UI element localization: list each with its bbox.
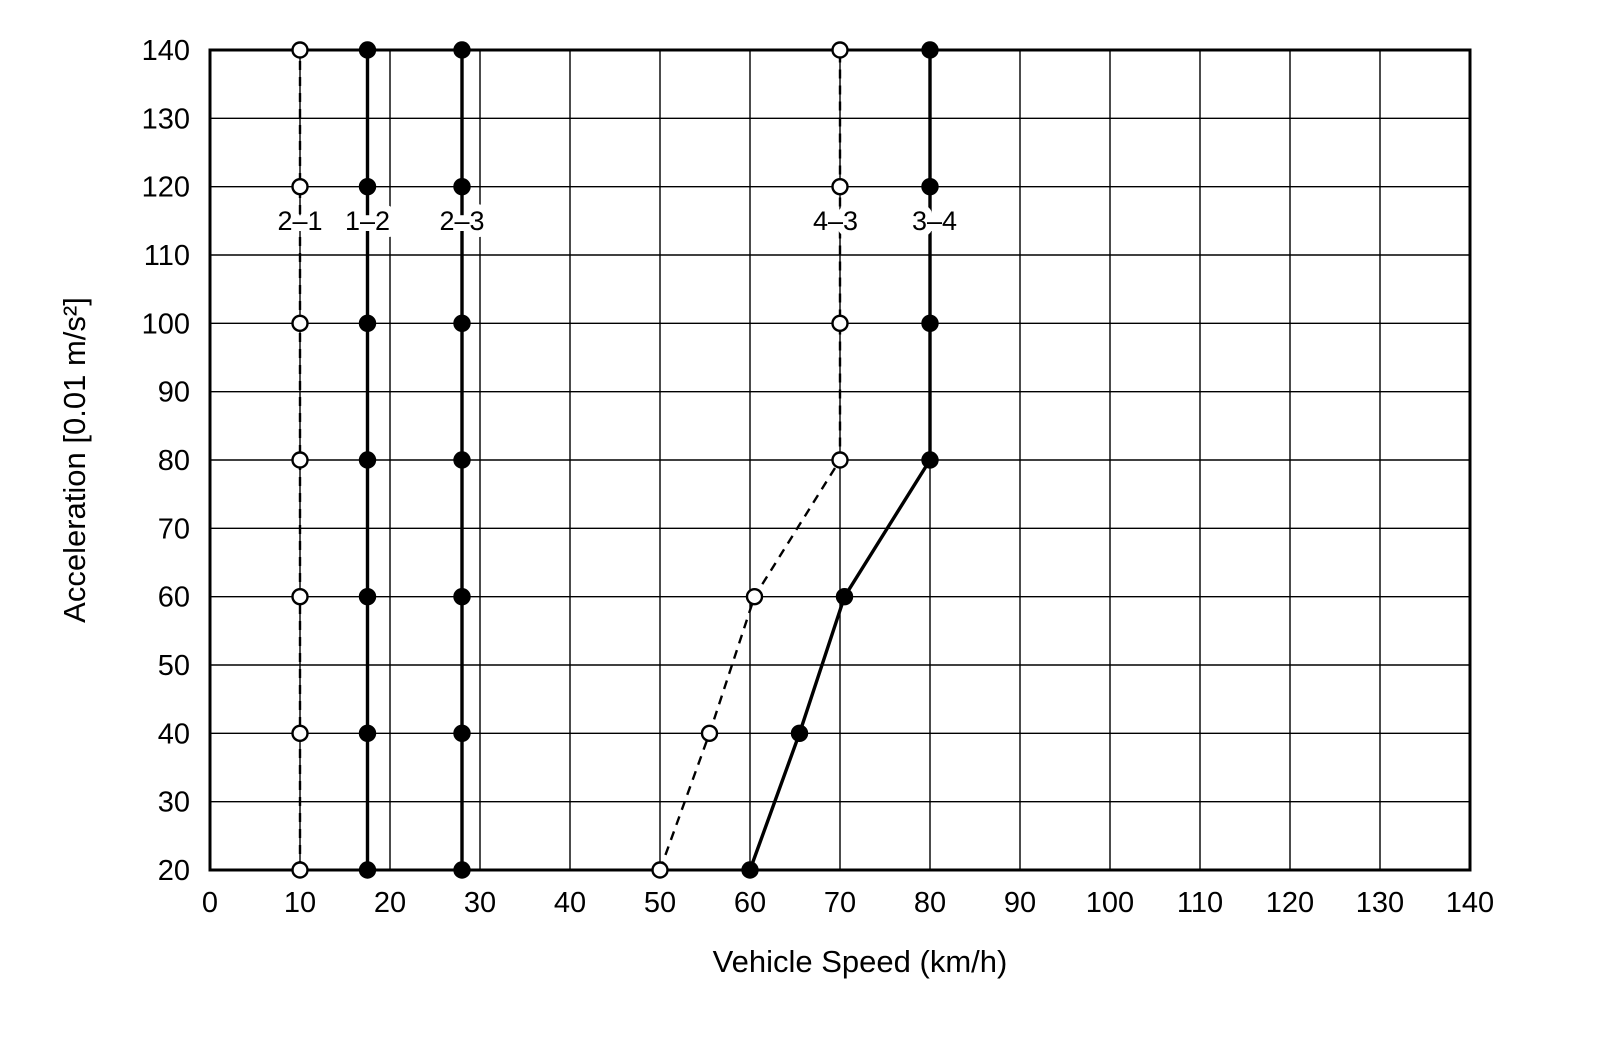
grid-layer [209,49,1471,871]
filled-circle-marker-1 [358,587,377,606]
x-tick-label: 50 [644,887,676,919]
series-label-2: 2–3 [439,206,484,236]
filled-circle-marker-4 [921,451,939,469]
y-tick-label: 20 [158,855,190,887]
series-layer: 2–1 1–2 2–3 4–3 3–4 [270,41,964,879]
filled-circle-marker-1 [358,314,377,333]
filled-circle-marker-2 [453,41,471,59]
open-circle-marker-0 [291,451,309,469]
y-tick-label: 60 [158,582,190,614]
filled-circle-marker-1 [358,177,377,196]
open-circle-marker-0 [291,314,309,333]
x-tick-label: 140 [1446,887,1494,919]
y-tick-label: 80 [158,445,190,477]
x-tick-label: 60 [734,887,766,919]
filled-circle-marker-4 [921,177,939,196]
x-axis-title: Vehicle Speed (km/h) [713,944,1008,979]
x-tick-label: 80 [914,887,946,919]
filled-circle-marker-4 [921,41,939,59]
open-circle-marker-3 [831,314,849,333]
y-tick-label: 50 [158,650,190,682]
open-circle-marker-0 [291,587,309,606]
filled-circle-marker-2 [453,177,471,196]
filled-circle-marker-2 [453,724,471,743]
y-tick-label: 70 [158,513,190,545]
series-label-4: 3–4 [912,206,957,236]
filled-circle-marker-2 [453,451,471,469]
open-circle-marker-3 [831,41,849,59]
open-circle-marker-0 [291,177,309,196]
open-circle-marker-3 [831,177,849,196]
y-tick-label: 130 [142,103,190,135]
filled-circle-marker-1 [358,724,377,743]
open-circle-marker-3 [700,724,719,743]
filled-circle-marker-4 [921,314,939,333]
y-tick-label: 90 [158,377,190,409]
y-tick-label: 110 [144,240,190,272]
open-circle-marker-3 [831,451,849,469]
x-tick-label: 30 [464,887,496,919]
x-tick-label: 90 [1004,887,1036,919]
filled-circle-marker-1 [358,451,377,469]
y-tick-label: 120 [142,172,190,204]
y-axis-title: Acceleration [0.01 m/s²] [57,297,92,623]
x-tick-label: 20 [374,887,406,919]
filled-circle-marker-1 [358,41,377,59]
y-tick-label: 40 [158,718,190,750]
filled-circle-marker-2 [453,314,471,333]
open-circle-marker-0 [291,41,309,59]
series-label-1: 1–2 [345,206,390,236]
x-tick-label: 40 [554,887,586,919]
filled-circle-marker-2 [453,861,471,879]
x-tick-label: 110 [1177,887,1223,919]
open-circle-marker-3 [745,587,764,606]
open-circle-marker-0 [291,861,309,879]
filled-circle-marker-4 [835,587,854,606]
series-label-3: 4–3 [813,206,858,236]
y-tick-label: 140 [142,35,190,67]
x-tick-label: 130 [1356,887,1404,919]
y-tick-label: 30 [158,787,190,819]
filled-circle-marker-2 [453,587,471,606]
x-tick-label: 100 [1086,887,1134,919]
open-circle-marker-0 [291,724,309,743]
open-circle-marker-3 [651,861,669,879]
x-tick-label: 120 [1266,887,1314,919]
x-tick-label: 70 [824,887,856,919]
filled-circle-marker-4 [741,861,759,879]
filled-circle-marker-4 [790,724,809,743]
series-label-0: 2–1 [277,206,322,236]
filled-circle-marker-1 [358,861,377,879]
y-tick-label: 100 [142,308,190,340]
tick-label-layer: 0 10 20 30 40 50 60 70 80 90 100 110 120 130 140 20 30 40… [142,35,1495,919]
x-tick-label: 10 [284,887,316,919]
x-tick-label: 0 [202,887,218,919]
